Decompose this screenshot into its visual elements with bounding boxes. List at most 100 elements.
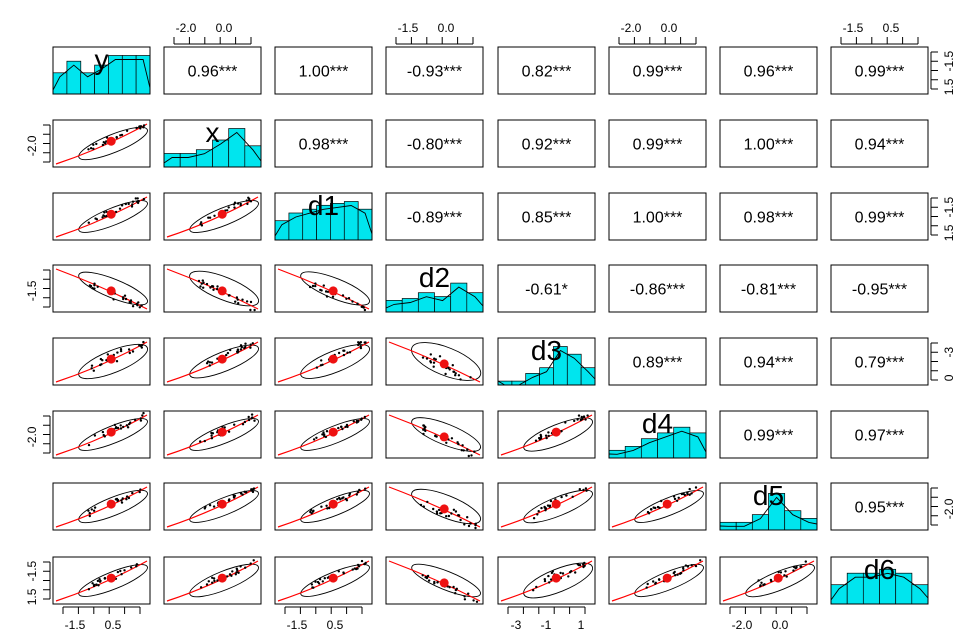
confidence-ellipse <box>78 489 148 524</box>
hist-bar <box>511 380 527 386</box>
bottom-axis-tick-label: -3 <box>511 618 522 631</box>
data-point <box>448 368 451 371</box>
data-point <box>450 512 453 515</box>
data-point <box>312 438 316 441</box>
data-point <box>324 290 328 293</box>
data-point <box>559 571 562 575</box>
data-point <box>779 571 783 574</box>
data-point <box>325 430 329 433</box>
data-point <box>331 295 335 298</box>
confidence-ellipse <box>78 343 149 380</box>
data-point <box>652 580 655 583</box>
data-point <box>243 490 246 493</box>
data-point <box>120 499 123 502</box>
data-point <box>421 356 425 359</box>
data-point <box>432 365 435 368</box>
panel-d1-x <box>163 192 262 241</box>
data-point <box>228 498 231 501</box>
data-point <box>657 578 661 581</box>
correlation-value: 0.94*** <box>744 355 794 372</box>
data-point <box>456 441 459 444</box>
data-point <box>308 285 312 289</box>
data-point <box>215 287 219 291</box>
left-axis-tick-label: -1.5 <box>25 560 39 581</box>
data-point <box>582 488 585 492</box>
data-point <box>113 423 117 427</box>
right-axis-tick-label: 1.5 <box>942 78 956 95</box>
centroid-point <box>551 573 561 583</box>
panel-d4-d2 <box>385 410 484 459</box>
data-point <box>127 202 130 206</box>
data-point <box>359 345 362 348</box>
panel-frame <box>830 119 929 168</box>
data-point <box>676 573 679 576</box>
hist-bar <box>895 572 913 605</box>
data-point <box>561 572 565 575</box>
data-point <box>236 569 239 572</box>
data-point <box>435 512 439 515</box>
panel-frame <box>385 119 484 168</box>
loess-line <box>277 486 370 528</box>
confidence-ellipse <box>189 490 259 523</box>
panel-frame <box>608 264 707 313</box>
loess-line <box>500 486 593 528</box>
data-point <box>244 342 247 345</box>
confidence-ellipse <box>189 270 260 307</box>
top-axis-tick-label: 0.0 <box>661 21 678 35</box>
data-point <box>319 288 322 292</box>
data-point <box>433 580 436 584</box>
data-point <box>577 414 581 417</box>
data-point <box>547 431 550 434</box>
correlation-value: 1.00*** <box>744 137 794 154</box>
panel-frame <box>830 46 929 95</box>
data-point <box>136 200 139 203</box>
confidence-ellipse <box>523 562 594 599</box>
data-point <box>321 580 324 583</box>
data-point <box>534 439 538 442</box>
data-point <box>546 504 550 507</box>
data-point <box>451 364 454 367</box>
data-point <box>454 372 457 375</box>
data-point <box>551 570 554 573</box>
panel-d3-d1 <box>274 337 373 386</box>
centroid-point <box>439 359 449 369</box>
data-point <box>142 340 145 344</box>
data-point <box>315 366 319 369</box>
data-point <box>93 284 96 287</box>
data-point <box>236 298 239 301</box>
panel-d6-d5 <box>719 556 818 605</box>
data-point <box>199 440 202 443</box>
data-point <box>560 495 563 499</box>
panel-frame <box>274 264 373 313</box>
data-point <box>139 419 143 422</box>
bottom-axis-tick-label: 0.5 <box>105 618 122 631</box>
data-point <box>205 282 209 286</box>
data-point <box>321 433 324 436</box>
data-point <box>200 282 203 285</box>
data-point <box>424 576 427 579</box>
data-point <box>339 498 342 501</box>
confidence-ellipse <box>411 417 481 452</box>
panel-y-d4: 0.99*** <box>608 46 707 95</box>
data-point <box>88 514 92 518</box>
panel-frame <box>385 556 484 605</box>
data-point <box>547 434 550 438</box>
data-point <box>89 147 93 150</box>
panel-d3-d5: 0.94*** <box>719 337 818 386</box>
diagonal-label: x <box>206 117 220 148</box>
data-point <box>760 581 763 584</box>
left-axis-tick-label: -2.0 <box>25 426 39 447</box>
diagonal-label: y <box>95 44 109 75</box>
data-point <box>87 221 91 224</box>
data-point <box>131 491 134 495</box>
panel-d4-d4: d4 <box>608 408 707 459</box>
hist-bar <box>163 153 181 168</box>
data-point <box>582 415 586 418</box>
panel-d6-x <box>163 556 262 605</box>
data-point <box>576 563 579 566</box>
data-point <box>450 437 454 440</box>
data-point <box>131 350 135 353</box>
data-point <box>233 423 236 426</box>
data-point <box>203 439 206 443</box>
right-axis-tick-label: -2.0 <box>942 498 956 519</box>
